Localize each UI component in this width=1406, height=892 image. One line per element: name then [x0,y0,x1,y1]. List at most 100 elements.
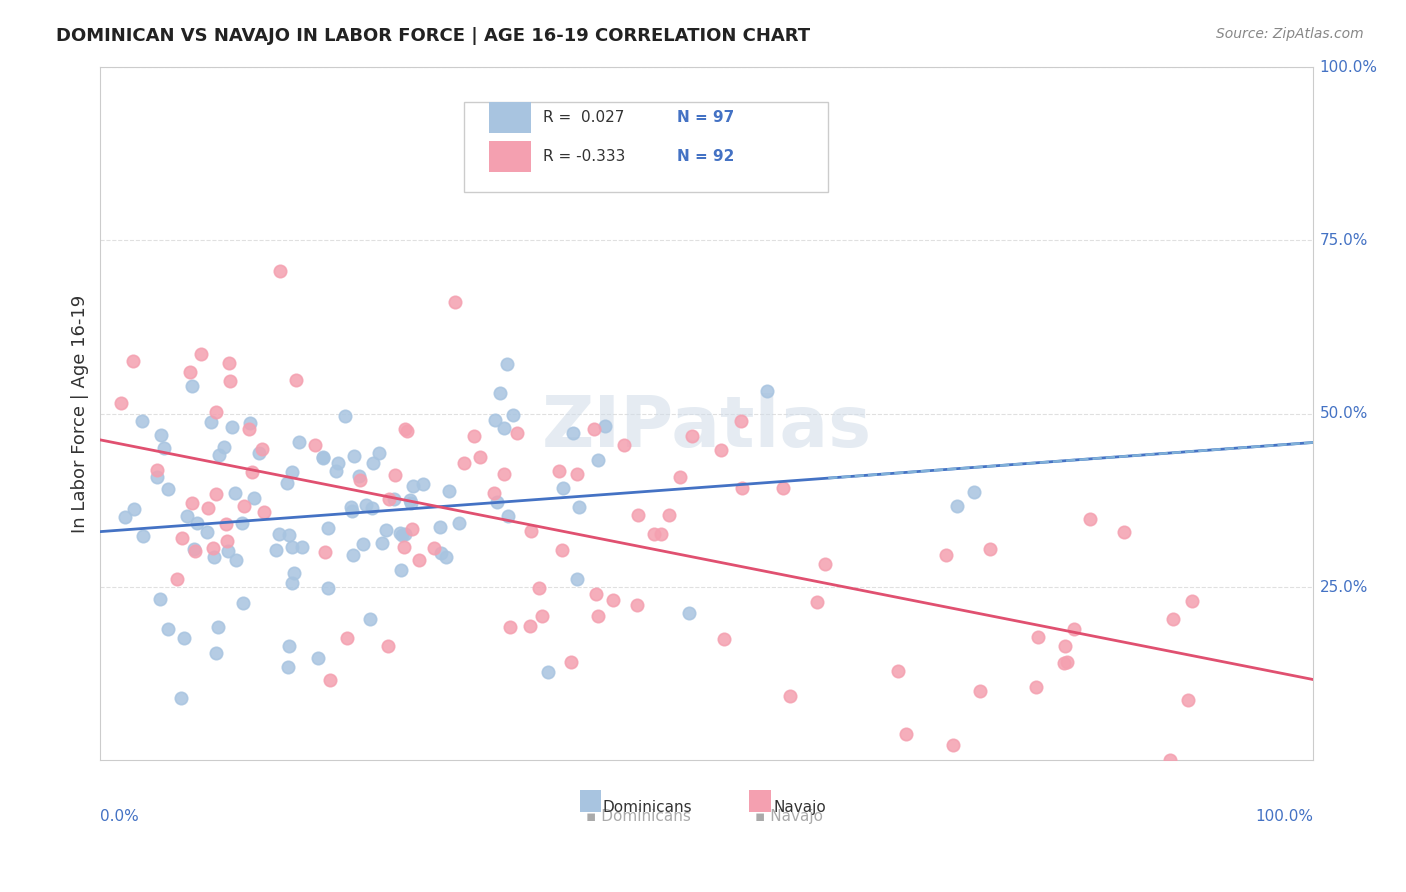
Text: 0.0%: 0.0% [100,809,139,824]
Point [494,467,516,481]
FancyBboxPatch shape [464,102,828,192]
Point [277,528,299,542]
Point [250,442,273,456]
Point [548,464,571,478]
Text: Navajo: Navajo [773,800,827,815]
Point [586,453,609,467]
Point [394,422,416,436]
Point [207,620,229,634]
Point [772,481,794,495]
FancyBboxPatch shape [579,790,602,813]
Point [1181,594,1204,608]
Point [395,424,418,438]
Point [316,581,339,595]
Point [277,639,299,653]
Point [894,727,917,741]
Point [486,494,509,508]
Point [352,537,374,551]
Point [212,440,235,454]
Point [1159,753,1181,767]
Point [208,449,231,463]
Point [291,540,314,554]
Point [669,470,692,484]
Point [146,463,169,477]
Point [449,516,471,530]
Point [488,386,510,401]
Point [565,572,588,586]
Point [186,516,208,530]
Point [361,457,384,471]
Point [359,612,381,626]
Point [225,553,247,567]
Point [470,450,492,465]
Point [283,566,305,580]
Point [627,508,650,523]
Point [731,481,754,495]
Point [755,384,778,399]
Point [401,522,423,536]
Point [326,457,349,471]
Text: N = 92: N = 92 [676,149,734,164]
Point [312,450,335,465]
Point [391,527,413,541]
Point [356,498,378,512]
Text: ZIPatlas: ZIPatlas [541,393,872,462]
Point [312,450,335,465]
Point [375,523,398,537]
Point [281,576,304,591]
Point [114,509,136,524]
Point [218,356,240,370]
Point [530,609,553,624]
Text: Source: ZipAtlas.com: Source: ZipAtlas.com [1216,27,1364,41]
Point [1161,611,1184,625]
Point [333,409,356,423]
Point [132,529,155,543]
Point [184,544,207,558]
Point [408,553,430,567]
Text: R = -0.333: R = -0.333 [543,149,626,164]
Point [551,543,574,558]
Point [1025,681,1047,695]
Point [221,419,243,434]
Point [284,373,307,387]
Text: 100.0%: 100.0% [1256,809,1313,824]
Point [371,536,394,550]
Point [979,541,1001,556]
Point [710,443,733,458]
Point [814,557,837,571]
Point [1063,622,1085,636]
Point [361,500,384,515]
Point [170,690,193,705]
Point [678,606,700,620]
Point [378,492,401,507]
Point [412,476,434,491]
Point [384,468,406,483]
Point [1114,525,1136,540]
Point [200,415,222,429]
Text: ▪ Dominicans: ▪ Dominicans [586,809,690,824]
Point [336,631,359,645]
Point [681,429,703,443]
Point [499,619,522,633]
Point [218,374,240,388]
Point [377,639,399,653]
Point [494,421,516,435]
Point [502,408,524,422]
Point [343,450,366,464]
FancyBboxPatch shape [488,102,531,133]
Point [195,525,218,540]
Point [399,496,422,510]
Point [602,593,624,607]
Point [779,689,801,703]
Point [181,378,204,392]
Point [388,526,411,541]
Point [166,573,188,587]
Text: ▪ Navajo: ▪ Navajo [755,809,824,824]
Point [946,499,969,513]
Text: DOMINICAN VS NAVAJO IN LABOR FORCE | AGE 16-19 CORRELATION CHART: DOMINICAN VS NAVAJO IN LABOR FORCE | AGE… [56,27,810,45]
Point [183,542,205,557]
Point [205,405,228,419]
Point [215,516,238,531]
Point [382,491,405,506]
Point [643,527,665,541]
